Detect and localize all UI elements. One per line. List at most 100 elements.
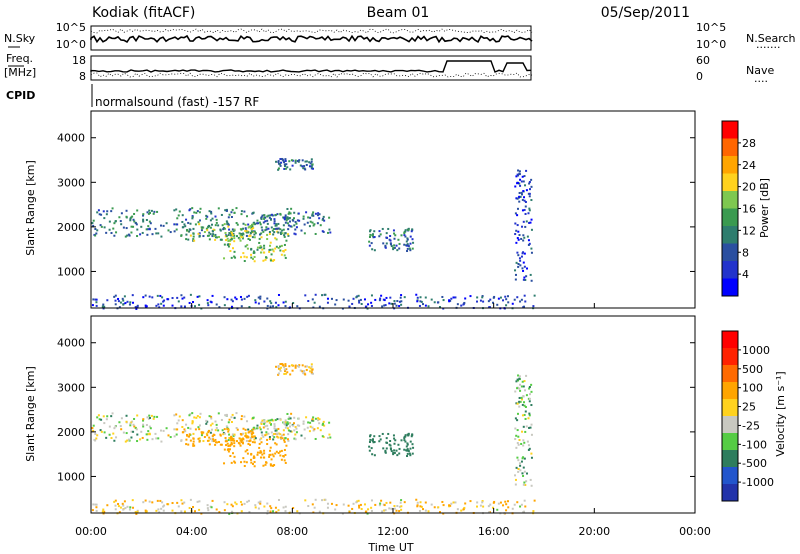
velocity-cell (198, 424, 201, 427)
velocity-cell (276, 418, 279, 421)
velocity-cell (399, 501, 402, 504)
velocity-cell (144, 499, 147, 502)
velocity-cell (523, 380, 526, 383)
velocity-cell (270, 507, 273, 510)
power-cell (279, 228, 282, 231)
velocity-cell (385, 437, 388, 440)
power-cell (246, 215, 249, 218)
velocity-cell (279, 363, 282, 366)
velocity-cell (266, 443, 269, 446)
velocity-cell (505, 509, 508, 512)
power-cell (311, 163, 314, 166)
velocity-cell (259, 450, 262, 453)
velocity-cell (519, 400, 522, 403)
power-cell (524, 201, 527, 204)
velocity-cell (381, 510, 384, 513)
velocity-cell (530, 456, 533, 459)
velocity-cell (124, 440, 127, 443)
velocity-cell (283, 448, 286, 451)
power-cell (524, 184, 527, 187)
power-cell (185, 238, 188, 241)
velocity-cell (261, 419, 264, 422)
power-cell (220, 213, 223, 216)
power-cell (522, 239, 525, 242)
power-cell (296, 219, 299, 222)
power-cell (286, 166, 289, 169)
velocity-cell (263, 505, 266, 508)
velocity-cell (306, 426, 309, 429)
velocity-cell (396, 454, 399, 457)
power-cell (224, 235, 227, 238)
velocity-cell (314, 498, 317, 501)
power-cell (357, 294, 360, 297)
power-colorbar-tick-label: 24 (742, 159, 756, 172)
velocity-cell (409, 454, 412, 457)
power-cell (287, 212, 290, 215)
velocity-cell (288, 422, 291, 425)
power-cell (275, 245, 278, 248)
power-cell (393, 302, 396, 305)
power-cell (246, 295, 249, 298)
velocity-cell (211, 440, 214, 443)
velocity-colorbar-swatch (722, 382, 738, 400)
velocity-cell (279, 433, 282, 436)
power-cell (284, 167, 287, 170)
power-cell (527, 212, 530, 215)
velocity-cell (252, 416, 255, 419)
power-cell (506, 295, 509, 298)
velocity-cell (524, 389, 527, 392)
power-cell (533, 294, 536, 297)
power-cell (180, 294, 183, 297)
velocity-cell (158, 511, 161, 514)
velocity-cell (230, 510, 233, 513)
power-colorbar-swatch (722, 208, 738, 227)
velocity-cell (266, 438, 269, 441)
power-cell (225, 220, 228, 223)
velocity-cell (192, 443, 195, 446)
velocity-cell (296, 424, 299, 427)
velocity-cell (389, 439, 392, 442)
velocity-cell (393, 437, 396, 440)
power-cell (173, 223, 176, 226)
power-heatmap (91, 157, 536, 310)
power-cell (214, 215, 217, 218)
velocity-cell (427, 510, 430, 513)
velocity-cell (303, 437, 306, 440)
power-cell (263, 244, 266, 247)
power-cell (233, 255, 236, 258)
velocity-cell (117, 502, 120, 505)
velocity-cell (92, 503, 95, 506)
power-cell (259, 295, 262, 298)
velocity-cell (227, 428, 230, 431)
power-cell (253, 230, 256, 233)
power-cell (524, 205, 527, 208)
velocity-cell (140, 430, 143, 433)
velocity-cell (147, 417, 150, 420)
power-cell (452, 296, 455, 299)
power-cell (256, 248, 259, 251)
velocity-cell (419, 505, 422, 508)
power-cell (286, 216, 289, 219)
velocity-cell (266, 424, 269, 427)
power-cell (517, 182, 520, 185)
velocity-cell (277, 372, 280, 375)
power-cell (173, 209, 176, 212)
power-cell (521, 225, 524, 228)
velocity-cell (268, 455, 271, 458)
velocity-cell (122, 504, 125, 507)
power-cell (260, 246, 263, 249)
velocity-cell (301, 364, 304, 367)
velocity-cell (125, 420, 128, 423)
velocity-cell (424, 509, 427, 512)
velocity-cell (120, 428, 123, 431)
power-cell (210, 301, 213, 304)
power-cell (192, 238, 195, 241)
velocity-cell (460, 509, 463, 512)
power-cell (519, 178, 522, 181)
velocity-cell (318, 422, 321, 425)
velocity-cell (380, 499, 383, 502)
velocity-cell (281, 434, 284, 437)
velocity-cell (308, 430, 311, 433)
velocity-cell (330, 502, 333, 505)
power-cell (496, 303, 499, 306)
